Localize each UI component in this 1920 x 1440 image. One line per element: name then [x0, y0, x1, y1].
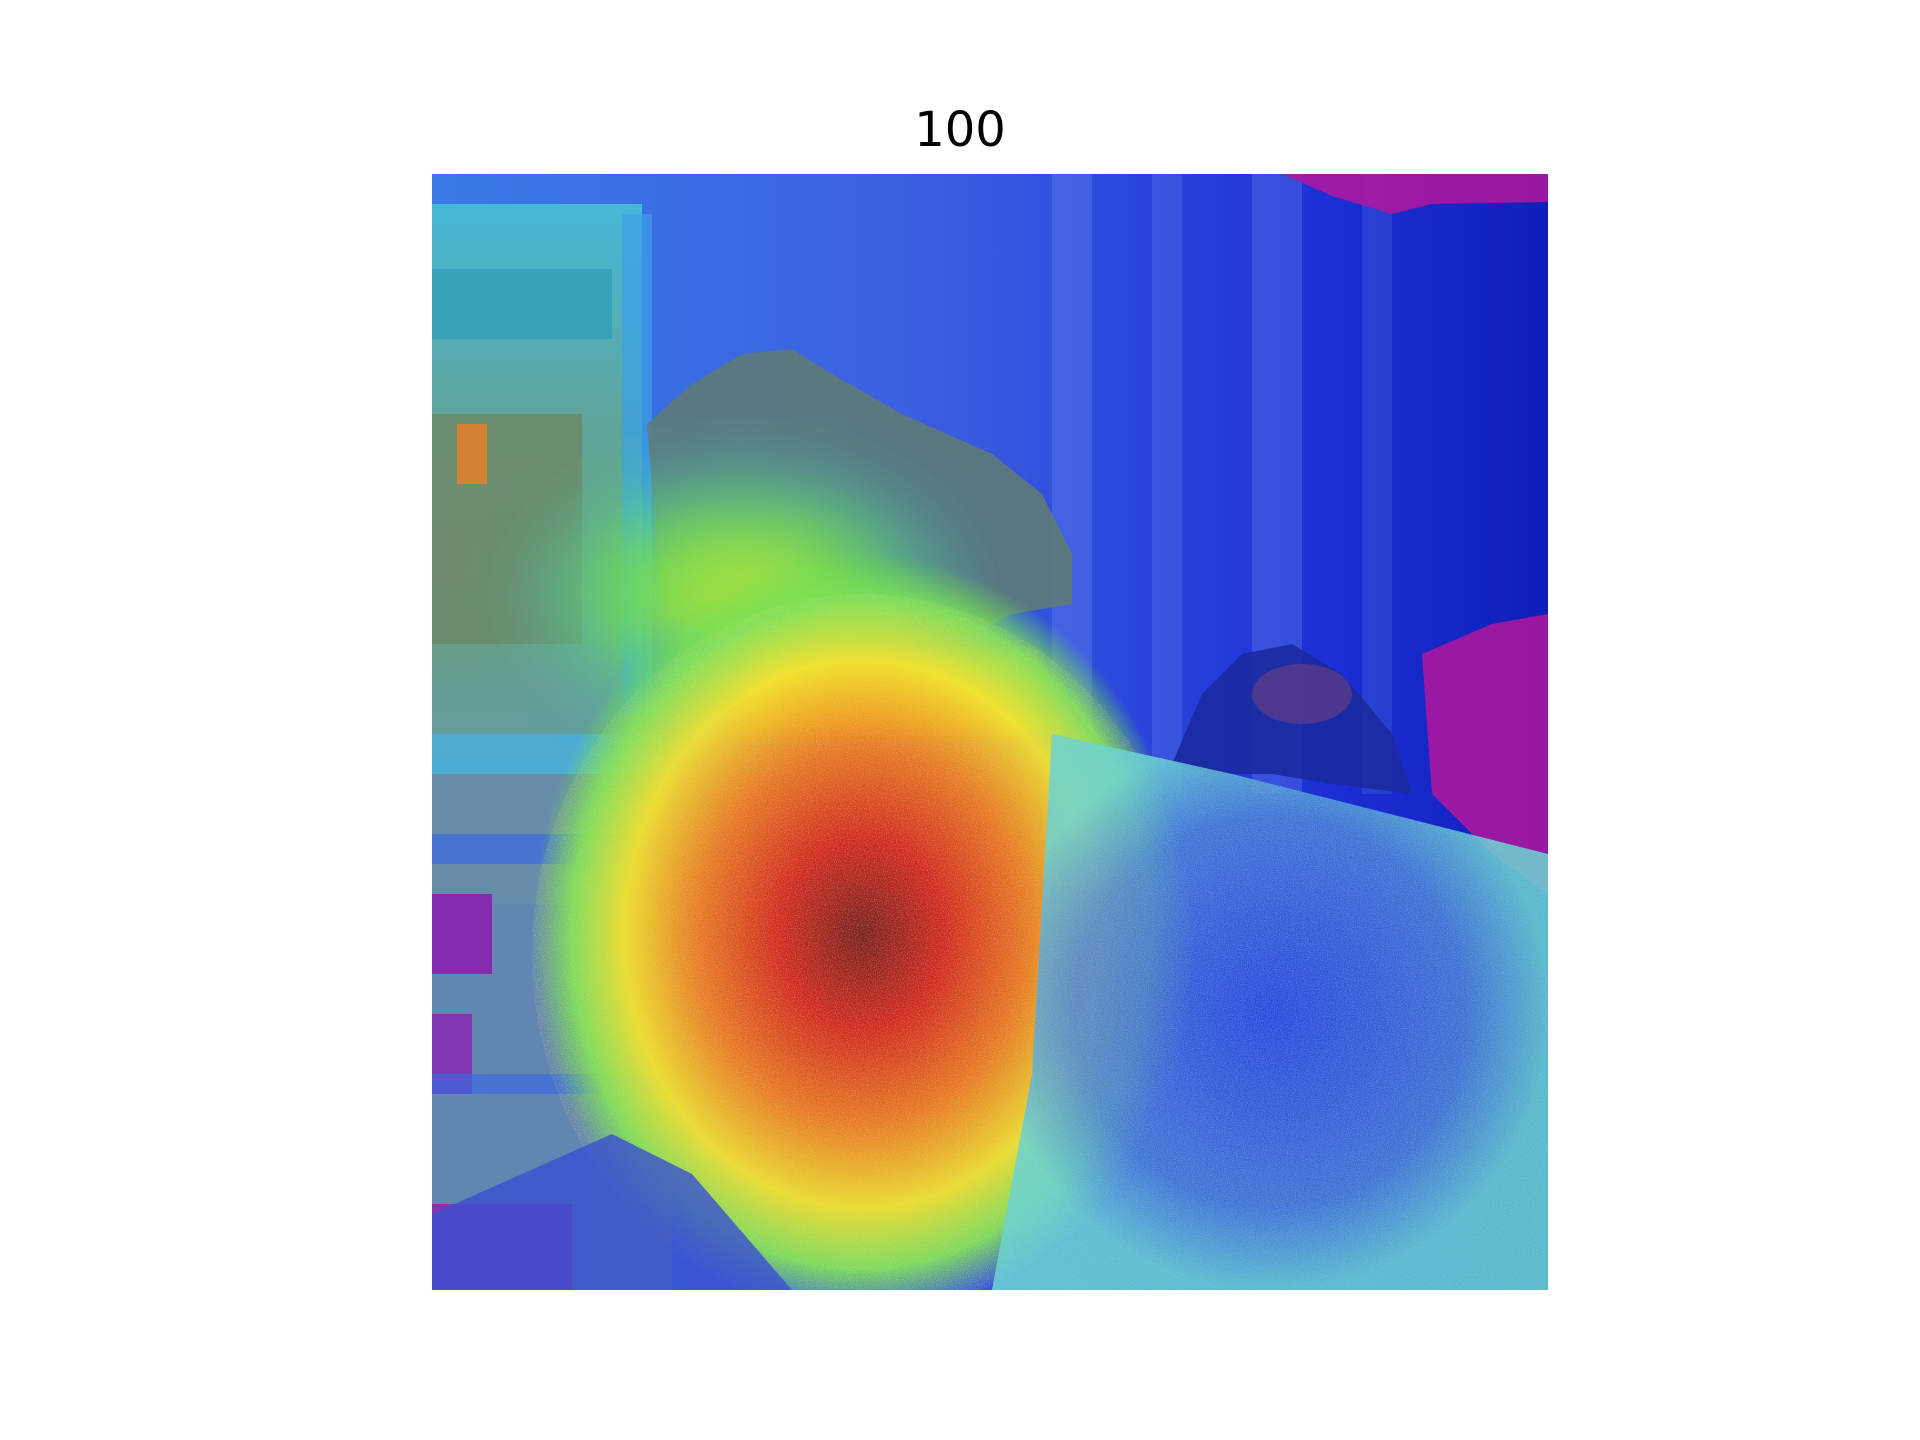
magenta-top — [1282, 174, 1548, 214]
curtain-streaks — [1052, 174, 1392, 794]
heatmap-overlay-image — [432, 174, 1548, 1290]
figure-title: 100 — [914, 102, 1006, 158]
floor-speckle — [992, 734, 1548, 1290]
magenta-right — [1422, 614, 1548, 894]
heatmap-overlay-svg — [432, 174, 1548, 1290]
